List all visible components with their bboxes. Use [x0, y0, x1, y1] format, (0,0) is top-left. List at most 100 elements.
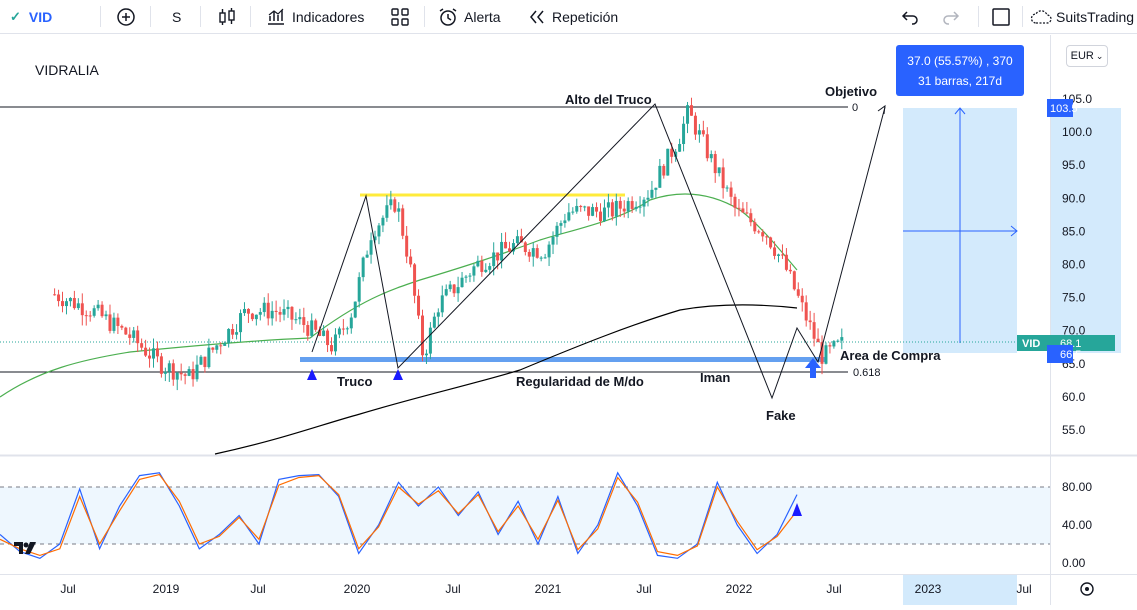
candle-body: [587, 206, 591, 216]
pattern-zigzag-lines[interactable]: [311, 103, 886, 400]
indicators-button[interactable]: Indicadores: [266, 0, 364, 33]
replay-button[interactable]: Repetición: [528, 0, 618, 33]
candle-body: [765, 236, 769, 238]
buy-zone-bar[interactable]: [300, 357, 825, 362]
gear-center: [1085, 587, 1089, 591]
square-icon: [992, 7, 1010, 26]
candle-body: [57, 294, 61, 302]
candle-body: [705, 134, 709, 159]
price-axis[interactable]: 55.060.065.070.075.080.085.090.095.0100.…: [1062, 92, 1092, 437]
candle-body: [496, 252, 500, 261]
candle-body: [460, 277, 464, 288]
candle-body: [515, 236, 519, 244]
candle-body: [436, 312, 440, 317]
annotation-area-de-compra[interactable]: Area de Compra: [840, 348, 941, 363]
candle-body: [800, 295, 804, 303]
stochastic-k-line[interactable]: [0, 471, 798, 559]
rewind-icon: [530, 10, 544, 23]
time-axis[interactable]: Jul 2019 Jul 2020 Jul 2021 Jul 2022 Jul 2023 Jul: [60, 582, 1031, 596]
interval-button[interactable]: S: [172, 0, 181, 33]
time-tick-label: Jul: [636, 582, 651, 596]
measure-arrow-up: [954, 107, 966, 115]
candle-body: [812, 322, 816, 339]
grid-layout-icon: [391, 7, 409, 26]
chart-settings-button[interactable]: [1080, 582, 1094, 596]
alert-button[interactable]: Alerta: [438, 0, 501, 33]
chart-type-button[interactable]: [217, 0, 237, 33]
candle-body: [749, 213, 753, 223]
redo-icon: [943, 10, 960, 25]
moving-average-slow[interactable]: [214, 304, 798, 455]
annotation-objetivo[interactable]: Objetivo: [825, 84, 877, 99]
candle-body: [551, 236, 555, 245]
candle-body: [116, 317, 120, 326]
candle-body: [219, 345, 223, 347]
candle-body: [488, 266, 492, 270]
chart-canvas[interactable]: VIDRALIA Alto del Truco Objetivo 0 Area …: [0, 35, 1137, 605]
candle-body: [492, 252, 496, 267]
layouts-button[interactable]: [390, 0, 410, 33]
candle-body: [417, 295, 421, 316]
candle-body: [693, 115, 697, 135]
candle-body: [310, 320, 314, 336]
stochastic-d-line[interactable]: [0, 473, 798, 557]
chart-area[interactable]: VIDRALIA Alto del Truco Objetivo 0 Area …: [0, 35, 1137, 605]
candle-body: [175, 372, 179, 380]
stochastic-oscillator[interactable]: [0, 471, 798, 559]
tradingview-logo[interactable]: [14, 540, 40, 561]
symbol-label: VID: [28, 8, 53, 25]
candle-body: [163, 371, 167, 374]
symbol-button[interactable]: ✓ VID: [10, 0, 52, 33]
candle-body: [670, 148, 674, 157]
candle-body: [646, 197, 650, 200]
candle-body: [539, 257, 543, 259]
toolbar-divider: [424, 6, 425, 27]
candle-body: [254, 314, 258, 320]
annotation-truco[interactable]: Truco: [337, 374, 372, 389]
candle-body: [480, 260, 484, 272]
candle-body: [235, 332, 239, 335]
time-tick-label: Jul: [1016, 582, 1031, 596]
price-tick-label: 95.0: [1062, 158, 1086, 172]
candle-body: [68, 297, 72, 302]
level-618-label: 0.618: [853, 367, 881, 379]
measure-tooltip: 37.0 (55.57%) , 370 31 barras, 217d: [896, 45, 1024, 96]
candle-body: [701, 130, 705, 135]
candle-body: [606, 202, 610, 208]
add-symbol-button[interactable]: [116, 0, 136, 33]
undo-button[interactable]: [901, 0, 919, 33]
candle-body: [773, 247, 777, 256]
candle-body: [508, 248, 512, 252]
annotation-iman[interactable]: Iman: [700, 370, 730, 385]
currency-selector[interactable]: EUR ⌄: [1066, 45, 1108, 67]
moving-average-fast[interactable]: [0, 193, 798, 398]
candle-body: [381, 217, 385, 226]
save-layout-button[interactable]: SuitsTrading: [1030, 0, 1134, 33]
time-tick-label: Jul: [60, 582, 75, 596]
candle-body: [92, 308, 96, 316]
candle-body: [53, 294, 57, 296]
candle-body: [721, 167, 725, 189]
candles-icon: [219, 7, 235, 25]
toolbar-divider: [100, 6, 101, 27]
candle-body: [100, 304, 104, 317]
candle-body: [76, 303, 80, 309]
candle-body: [250, 313, 254, 320]
fullscreen-button[interactable]: [991, 0, 1011, 33]
candlestick-series[interactable]: [53, 97, 844, 391]
time-tick-label: 2019: [153, 582, 180, 596]
alarm-clock-icon: [439, 7, 457, 26]
annotation-regularidad[interactable]: Regularidad de M/do: [516, 374, 644, 389]
symbol-tag: VID: [1022, 338, 1040, 350]
candle-body: [231, 329, 235, 335]
candle-body: [314, 320, 318, 330]
annotation-alto-del-truco[interactable]: Alto del Truco: [565, 92, 652, 107]
redo-button[interactable]: [942, 0, 960, 33]
gear-icon[interactable]: [1080, 582, 1094, 596]
candle-body: [330, 345, 334, 352]
symbol-tag-bg: [1017, 335, 1047, 351]
annotation-fake[interactable]: Fake: [766, 408, 796, 423]
candle-body: [274, 310, 278, 312]
candle-body: [500, 241, 504, 261]
candle-body: [203, 356, 207, 368]
